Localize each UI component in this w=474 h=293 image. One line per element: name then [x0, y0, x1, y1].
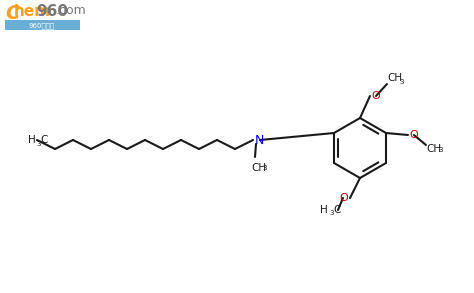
Text: 3: 3 — [262, 165, 266, 171]
Text: CH: CH — [251, 163, 266, 173]
Text: 3: 3 — [438, 147, 443, 153]
Text: H: H — [28, 135, 36, 145]
Text: C: C — [333, 205, 340, 215]
Text: 3: 3 — [329, 210, 334, 216]
Text: hem: hem — [14, 4, 51, 19]
Text: 960化工网: 960化工网 — [29, 22, 55, 29]
Text: O: O — [339, 193, 348, 203]
Text: C: C — [40, 135, 47, 145]
Text: N: N — [255, 134, 264, 146]
Text: .com: .com — [56, 4, 87, 17]
Bar — [5, 20, 80, 30]
Text: O: O — [371, 91, 380, 101]
Text: CH: CH — [387, 73, 402, 83]
Text: C: C — [5, 4, 19, 23]
Text: H: H — [320, 205, 328, 215]
Text: 3: 3 — [36, 141, 40, 146]
Text: 3: 3 — [399, 79, 403, 86]
Text: O: O — [409, 130, 418, 140]
Text: CH: CH — [426, 144, 441, 154]
Text: 960: 960 — [36, 4, 68, 19]
